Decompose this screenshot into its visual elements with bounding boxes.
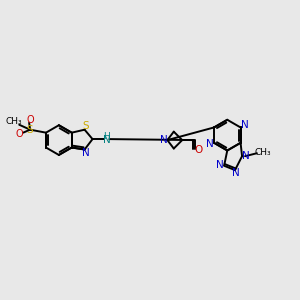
Text: N: N [216,160,224,170]
Text: H: H [103,132,110,141]
Text: S: S [82,121,89,131]
Text: CH₃: CH₃ [6,117,22,126]
Text: CH₃: CH₃ [254,148,271,157]
Text: N: N [241,121,248,130]
Text: N: N [242,151,250,161]
Text: O: O [16,129,23,139]
Text: N: N [206,139,214,149]
Text: N: N [232,169,239,178]
Text: N: N [160,135,168,145]
Text: O: O [27,115,34,125]
Text: N: N [103,135,111,145]
Text: N: N [82,148,89,158]
Text: O: O [194,145,202,155]
Text: S: S [27,125,33,135]
